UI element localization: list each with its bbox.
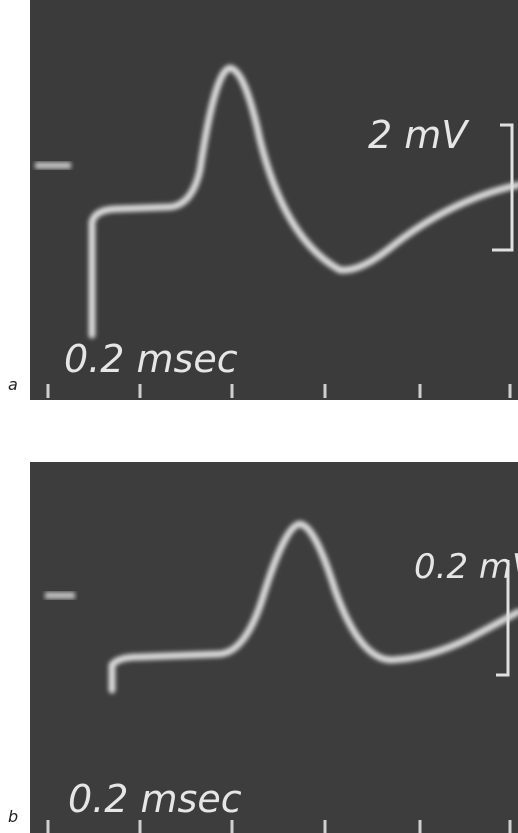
oscilloscope-screen [30, 462, 518, 833]
trace [88, 64, 518, 339]
voltage-scale: 2 mV [368, 113, 470, 157]
time-scale: 0.2 msec [68, 777, 242, 821]
trace [108, 520, 518, 694]
voltage-scale-bracket [492, 123, 514, 252]
time-ticks [46, 384, 512, 398]
time-ticks [46, 820, 512, 833]
voltage-scale: 0.2 mV [414, 547, 518, 587]
oscilloscope-screen [30, 0, 518, 400]
baseline-marker [45, 592, 75, 599]
time-scale: 0.2 msec [64, 337, 238, 381]
baseline-marker [35, 162, 71, 169]
panel-b: 0.2 mV 0.2 msec b [8, 462, 518, 833]
panel-label: b [8, 807, 18, 826]
panel-label: a [8, 375, 18, 394]
voltage-scale-bracket [496, 560, 510, 677]
panel-a: 2 mV 0.2 msec a [8, 0, 518, 400]
